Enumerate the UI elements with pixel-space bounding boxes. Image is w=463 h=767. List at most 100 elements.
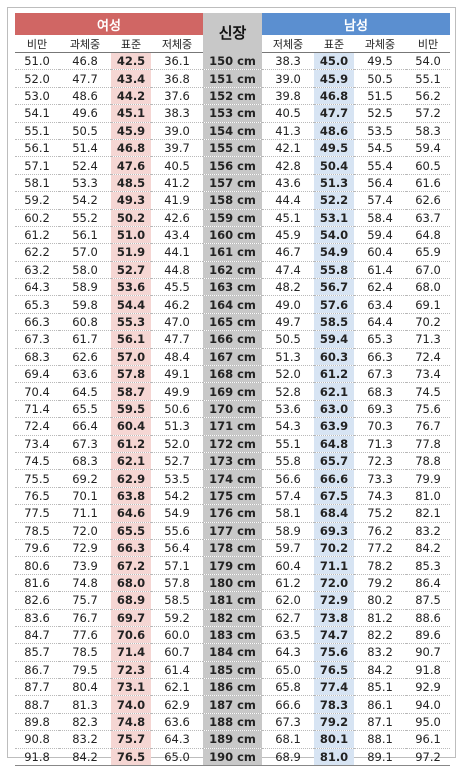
table-row: 86.7 79.5 72.3 61.4 185 cm 65.0 76.5 84.2 91.8	[15, 661, 450, 680]
women-overweight-cell: 76.7	[59, 609, 111, 627]
men-obese-cell: 84.2	[406, 539, 450, 558]
men-overweight-cell: 73.3	[354, 469, 406, 488]
men-underweight-cell: 41.3	[262, 122, 314, 140]
men-obese-cell: 91.8	[406, 661, 450, 680]
women-standard-cell: 46.8	[111, 139, 151, 158]
men-col-obese: 비만	[406, 35, 450, 53]
women-underweight-cell: 64.3	[151, 730, 203, 749]
men-overweight-cell: 72.3	[354, 452, 406, 471]
women-underweight-cell: 47.0	[151, 313, 203, 332]
women-underweight-cell: 49.9	[151, 382, 203, 401]
height-cell: 174 cm	[203, 469, 262, 488]
women-obese-cell: 53.0	[15, 87, 59, 106]
women-obese-cell: 62.2	[15, 243, 59, 262]
women-overweight-cell: 81.3	[59, 695, 111, 714]
women-standard-cell: 51.9	[111, 243, 151, 262]
women-standard-cell: 57.8	[111, 365, 151, 384]
men-obese-cell: 96.1	[406, 730, 450, 749]
women-obese-cell: 74.5	[15, 452, 59, 471]
women-overweight-cell: 78.5	[59, 643, 111, 662]
men-overweight-cell: 62.4	[354, 278, 406, 297]
men-underweight-cell: 52.8	[262, 382, 314, 401]
men-underweight-cell: 61.2	[262, 574, 314, 593]
women-underweight-cell: 60.0	[151, 626, 203, 645]
women-obese-cell: 88.7	[15, 695, 59, 714]
women-underweight-cell: 52.0	[151, 435, 203, 453]
men-underweight-cell: 54.3	[262, 417, 314, 436]
women-standard-cell: 75.7	[111, 730, 151, 749]
men-underweight-cell: 45.9	[262, 226, 314, 245]
men-underweight-cell: 53.6	[262, 400, 314, 419]
women-overweight-cell: 57.0	[59, 243, 111, 262]
women-obese-cell: 52.0	[15, 69, 59, 88]
men-overweight-cell: 81.2	[354, 609, 406, 627]
women-obese-cell: 61.2	[15, 226, 59, 245]
men-overweight-cell: 49.5	[354, 52, 406, 71]
men-standard-cell: 71.1	[314, 556, 354, 575]
height-cell: 156 cm	[203, 156, 262, 175]
women-obese-cell: 67.3	[15, 330, 59, 349]
men-underweight-cell: 55.8	[262, 452, 314, 471]
height-cell: 173 cm	[203, 452, 262, 471]
men-underweight-cell: 47.4	[262, 261, 314, 280]
men-standard-cell: 59.4	[314, 330, 354, 349]
height-cell: 157 cm	[203, 174, 262, 193]
height-cell: 188 cm	[203, 713, 262, 732]
table-row: 78.5 72.0 65.5 55.6 177 cm 58.9 69.3 76.2 83.2	[15, 522, 450, 540]
men-underweight-cell: 67.3	[262, 713, 314, 732]
men-standard-cell: 73.8	[314, 609, 354, 627]
men-standard-cell: 53.1	[314, 209, 354, 227]
men-overweight-cell: 69.3	[354, 400, 406, 419]
women-col-overweight: 과체중	[59, 35, 111, 53]
women-standard-cell: 45.1	[111, 104, 151, 123]
height-cell: 180 cm	[203, 574, 262, 593]
table-row: 62.2 57.0 51.9 44.1 161 cm 46.7 54.9 60.4 65.9	[15, 243, 450, 262]
women-underweight-cell: 39.7	[151, 139, 203, 158]
height-cell: 176 cm	[203, 504, 262, 523]
women-overweight-cell: 58.9	[59, 278, 111, 297]
women-overweight-cell: 66.4	[59, 417, 111, 436]
table-row: 54.1 49.6 45.1 38.3 153 cm 40.5 47.7 52.5 57.2	[15, 104, 450, 123]
height-cell: 190 cm	[203, 748, 262, 767]
women-standard-cell: 43.4	[111, 69, 151, 88]
women-obese-cell: 59.2	[15, 191, 59, 210]
table-row: 52.0 47.7 43.4 36.8 151 cm 39.0 45.9 50.5 55.1	[15, 69, 450, 88]
women-col-underweight: 저체중	[151, 35, 203, 53]
women-standard-cell: 44.2	[111, 87, 151, 106]
men-underweight-cell: 42.1	[262, 139, 314, 158]
men-standard-cell: 80.1	[314, 730, 354, 749]
height-header: 신장	[203, 13, 262, 53]
men-standard-cell: 51.3	[314, 174, 354, 193]
women-standard-cell: 57.0	[111, 348, 151, 367]
men-overweight-cell: 85.1	[354, 678, 406, 697]
men-underweight-cell: 56.6	[262, 469, 314, 488]
men-obese-cell: 87.5	[406, 591, 450, 610]
women-standard-cell: 74.8	[111, 713, 151, 732]
women-underweight-cell: 54.2	[151, 487, 203, 506]
women-header: 여성	[15, 13, 203, 35]
table-row: 57.1 52.4 47.6 40.5 156 cm 42.8 50.4 55.4 60.5	[15, 156, 450, 175]
men-overweight-cell: 70.3	[354, 417, 406, 436]
women-obese-cell: 56.1	[15, 139, 59, 158]
table-row: 68.3 62.6 57.0 48.4 167 cm 51.3 60.3 66.3 72.4	[15, 348, 450, 367]
men-underweight-cell: 50.5	[262, 330, 314, 349]
men-overweight-cell: 68.3	[354, 382, 406, 401]
women-col-standard: 표준	[111, 35, 151, 53]
women-overweight-cell: 71.1	[59, 504, 111, 523]
women-standard-cell: 53.6	[111, 278, 151, 297]
men-obese-cell: 60.5	[406, 156, 450, 175]
men-overweight-cell: 64.4	[354, 313, 406, 332]
men-overweight-cell: 53.5	[354, 122, 406, 140]
table-row: 59.2 54.2 49.3 41.9 158 cm 44.4 52.2 57.4 62.6	[15, 191, 450, 210]
women-underweight-cell: 53.5	[151, 469, 203, 488]
women-standard-cell: 70.6	[111, 626, 151, 645]
men-standard-cell: 55.8	[314, 261, 354, 280]
table-row: 69.4 63.6 57.8 49.1 168 cm 52.0 61.2 67.3 73.4	[15, 365, 450, 384]
table-row: 55.1 50.5 45.9 39.0 154 cm 41.3 48.6 53.5 58.3	[15, 122, 450, 140]
women-obese-cell: 84.7	[15, 626, 59, 645]
women-overweight-cell: 49.6	[59, 104, 111, 123]
women-standard-cell: 49.3	[111, 191, 151, 210]
women-obese-cell: 81.6	[15, 574, 59, 593]
women-underweight-cell: 49.1	[151, 365, 203, 384]
men-underweight-cell: 62.0	[262, 591, 314, 610]
